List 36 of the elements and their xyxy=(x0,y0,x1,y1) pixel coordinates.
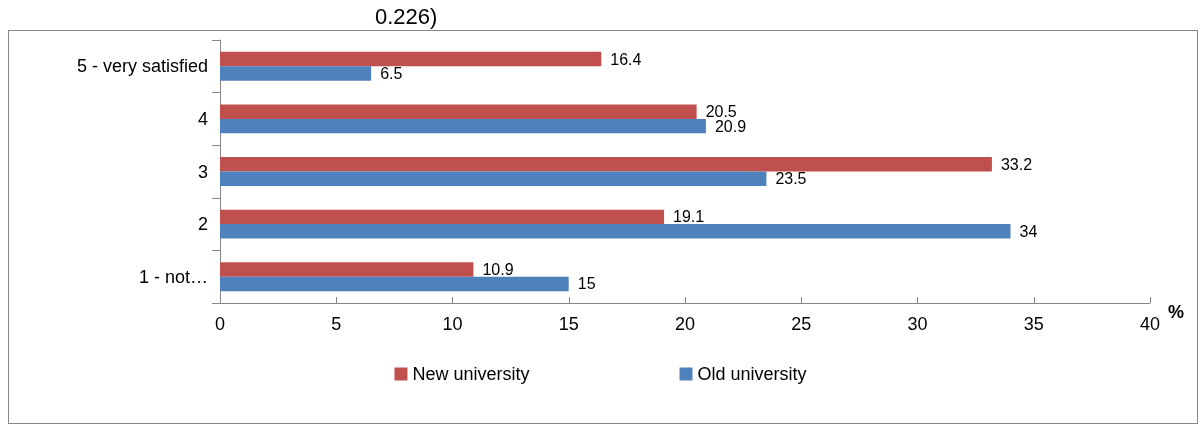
x-tick-label: 0 xyxy=(214,314,226,334)
bar xyxy=(220,262,474,277)
legend-label: Old university xyxy=(697,364,807,384)
bar xyxy=(220,224,1011,239)
data-label: 33.2 xyxy=(1000,155,1033,173)
y-tick-label: 5 - very satisfied xyxy=(76,56,208,77)
data-label: 34 xyxy=(1019,222,1038,240)
x-tick-label: 25 xyxy=(791,314,812,334)
bar xyxy=(220,51,602,67)
data-label: 23.5 xyxy=(775,170,807,188)
y-tick-label: 1 - not… xyxy=(138,266,208,287)
x-tick-label: 30 xyxy=(907,314,928,334)
bar xyxy=(220,209,665,225)
x-tick-label: 5 xyxy=(331,314,342,334)
x-tick-label: 20 xyxy=(674,314,696,334)
data-label: 19.1 xyxy=(673,208,705,226)
bar xyxy=(220,104,697,119)
data-label: 15 xyxy=(577,275,596,293)
x-tick-label: 10 xyxy=(442,314,463,334)
data-label: 10.9 xyxy=(482,260,514,278)
y-tick-label: 2 xyxy=(197,214,208,235)
bar xyxy=(220,171,767,186)
y-tick-label: 3 xyxy=(197,161,208,182)
data-label: 16.4 xyxy=(610,50,642,68)
chart-title: 0.226) xyxy=(375,3,438,29)
bar xyxy=(220,66,372,81)
data-label: 6.5 xyxy=(380,65,403,83)
x-tick-label: 35 xyxy=(1023,314,1044,334)
legend-label: New university xyxy=(412,364,530,384)
x-tick-label: 40 xyxy=(1139,314,1161,334)
bar xyxy=(220,157,992,172)
x-tick-label: 15 xyxy=(558,314,579,334)
x-axis-title: % xyxy=(1168,302,1185,322)
bar xyxy=(220,118,706,134)
y-tick-label: 4 xyxy=(197,108,208,129)
bar xyxy=(220,276,569,292)
